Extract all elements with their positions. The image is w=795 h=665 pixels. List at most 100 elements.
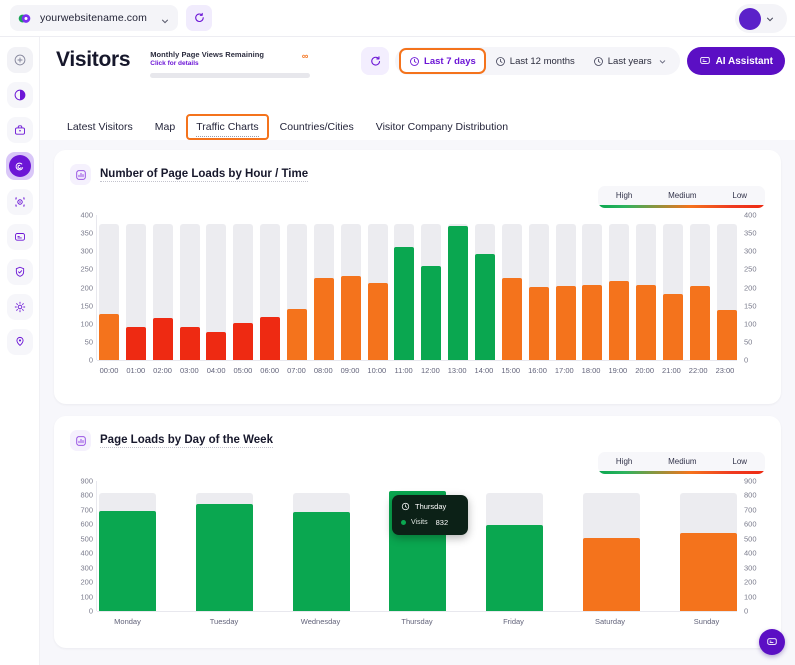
legend-medium: Medium xyxy=(668,191,697,200)
bar-column[interactable] xyxy=(260,215,281,360)
bar-column[interactable] xyxy=(609,215,630,360)
y-axis-tick: 700 xyxy=(80,505,93,515)
bar-column[interactable] xyxy=(292,481,350,611)
bar-column[interactable] xyxy=(99,481,156,611)
y-axis-tick: 800 xyxy=(80,490,93,500)
bar-column[interactable] xyxy=(582,215,603,360)
tab-map[interactable]: Map xyxy=(154,120,176,133)
bar-fill xyxy=(716,309,737,360)
ai-assistant-button[interactable]: AI Assistant xyxy=(686,47,785,75)
bar-column[interactable] xyxy=(689,215,710,360)
bar-column[interactable] xyxy=(367,215,388,360)
bar-column[interactable] xyxy=(663,215,684,360)
chart-card-weekday: Page Loads by Day of the Week High Mediu… xyxy=(54,416,781,648)
x-axis-label: 12:00 xyxy=(420,366,440,375)
bar-fill xyxy=(582,285,603,360)
bar-column[interactable] xyxy=(636,215,657,360)
tooltip-day: Thursday xyxy=(415,502,447,511)
chevron-down-icon[interactable] xyxy=(160,13,170,24)
site-selector[interactable]: yourwebsitename.com xyxy=(10,5,178,31)
range-last-years[interactable]: Last years xyxy=(584,49,676,73)
x-axis-label: 09:00 xyxy=(340,366,360,375)
bar-column[interactable] xyxy=(421,215,442,360)
bar-track xyxy=(663,224,684,360)
bar-column[interactable] xyxy=(206,215,227,360)
bar-column[interactable] xyxy=(583,481,641,611)
sidebar-item-add[interactable] xyxy=(6,47,33,73)
tab-countries-cities[interactable]: Countries/Cities xyxy=(279,120,354,133)
bar-fill xyxy=(583,538,641,611)
open-site-button[interactable] xyxy=(186,5,212,31)
x-axis-label: 00:00 xyxy=(99,366,119,375)
range-last-12-months[interactable]: Last 12 months xyxy=(486,49,584,73)
y-axis-tick: 100 xyxy=(80,592,93,602)
sidebar-item-visitors[interactable] xyxy=(5,152,34,180)
tab-traffic-charts[interactable]: Traffic Charts xyxy=(186,113,269,140)
bar-fill xyxy=(179,326,200,360)
bar-column[interactable] xyxy=(99,215,119,360)
bar-track xyxy=(486,492,544,611)
refresh-button[interactable] xyxy=(361,47,390,75)
location-pin-icon xyxy=(15,336,24,346)
bar-column[interactable] xyxy=(152,215,173,360)
bar-column[interactable] xyxy=(287,215,308,360)
bar-track xyxy=(233,224,254,360)
bar-track xyxy=(609,224,630,360)
bar-fill xyxy=(609,280,630,360)
x-axis-label: Friday xyxy=(503,617,524,626)
bar-column[interactable] xyxy=(448,215,469,360)
clock-icon xyxy=(593,56,603,66)
site-name: yourwebsitename.com xyxy=(40,12,147,24)
tab-latest-visitors[interactable]: Latest Visitors xyxy=(67,120,133,133)
x-axis-label: 20:00 xyxy=(635,366,655,375)
bar-column[interactable] xyxy=(179,215,200,360)
bar-fill xyxy=(555,285,576,360)
card-header: Page Loads by Day of the Week xyxy=(70,430,765,451)
bar-column[interactable] xyxy=(528,215,549,360)
user-menu[interactable] xyxy=(735,4,787,33)
sidebar-item-settings[interactable] xyxy=(6,294,33,320)
quota-widget[interactable]: Monthly Page Views Remaining Click for d… xyxy=(150,50,311,78)
bar-column[interactable] xyxy=(679,481,737,611)
chevron-down-icon[interactable] xyxy=(658,57,667,66)
filter-toolbar: Last 7 days Last 12 months xyxy=(361,47,785,75)
chart-card-hourly: Number of Page Loads by Hour / Time High… xyxy=(54,150,781,404)
tab-visitor-company-distribution[interactable]: Visitor Company Distribution xyxy=(375,120,509,133)
chat-bubble-icon xyxy=(699,56,710,64)
bar-column[interactable] xyxy=(501,215,522,360)
tooltip-metric-label: Visits xyxy=(411,519,428,526)
chat-fab-button[interactable] xyxy=(759,629,785,655)
quota-details-link[interactable]: Click for details xyxy=(150,60,199,67)
bar-column[interactable] xyxy=(555,215,576,360)
sidebar-item-security[interactable] xyxy=(6,259,33,285)
sidebar-item-locations[interactable] xyxy=(6,329,33,355)
range-last-7-days[interactable]: Last 7 days xyxy=(399,48,486,74)
x-axis-label: 02:00 xyxy=(153,366,172,375)
bar-fill xyxy=(421,266,442,360)
bar-column[interactable] xyxy=(716,215,737,360)
chat-icon xyxy=(14,233,25,241)
chevron-down-icon[interactable] xyxy=(765,14,775,24)
bar-column[interactable] xyxy=(486,481,544,611)
bar-fill xyxy=(206,332,227,360)
plus-circle-icon xyxy=(14,54,25,66)
bar-column[interactable] xyxy=(195,481,253,611)
sidebar xyxy=(0,37,40,665)
bar-track xyxy=(528,224,549,360)
sidebar-item-goals[interactable] xyxy=(6,189,33,215)
sidebar-item-messages[interactable] xyxy=(6,224,33,250)
y-axis-tick: 900 xyxy=(744,476,757,486)
x-axis-label: 14:00 xyxy=(474,366,494,375)
bar-column[interactable] xyxy=(340,215,361,360)
x-axis-label: 04:00 xyxy=(206,366,226,375)
bar-column[interactable] xyxy=(313,215,334,360)
bar-track xyxy=(260,224,281,360)
bar-column[interactable] xyxy=(475,215,496,360)
bar-column[interactable] xyxy=(125,215,146,360)
sidebar-item-business[interactable] xyxy=(6,117,33,143)
bar-fill xyxy=(287,308,308,360)
bar-column[interactable] xyxy=(233,215,254,360)
sidebar-item-analytics[interactable] xyxy=(6,82,33,108)
range-label: Last 7 days xyxy=(424,55,476,67)
bar-column[interactable] xyxy=(394,215,415,360)
